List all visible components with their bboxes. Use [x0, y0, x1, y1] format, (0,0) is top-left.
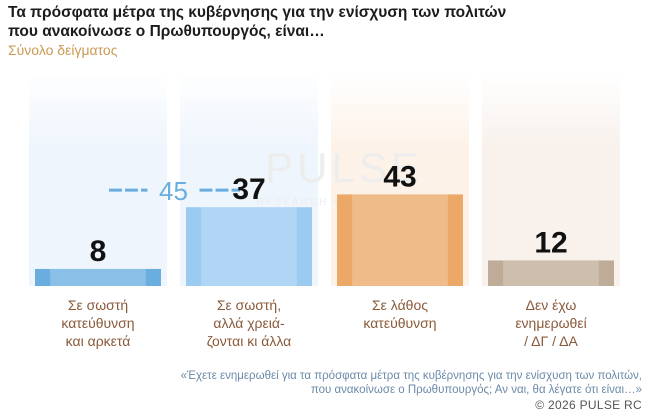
- value-label: 43: [383, 160, 416, 193]
- value-label: 37: [232, 173, 265, 206]
- category-label-line: Δεν έχω: [525, 297, 577, 313]
- bar-2: [186, 207, 312, 286]
- value-label: 12: [534, 226, 567, 259]
- footnote-line-1: «Έχετε ενημερωθεί για τα πρόσφατα μέτρα …: [180, 370, 642, 382]
- bar-4: [488, 260, 614, 286]
- footnote-line-2: που ανακοίνωσε ο Πρωθυπουργός; Αν ναι, θ…: [310, 384, 642, 396]
- category-label: Δεν έχω ενημερωθεί / ΔΓ / ΔΑ: [486, 296, 616, 350]
- bar-highlight: [201, 207, 297, 286]
- bar-highlight: [352, 194, 448, 286]
- chart-title-line-2: που ανακοίνωσε ο Πρωθυπουργός, είναι…: [8, 23, 325, 40]
- category-label: Σε λάθος κατεύθυνση: [335, 296, 465, 332]
- copyright-notice: © 2026 PULSE RC: [535, 398, 642, 412]
- category-label-line: Σε λάθος: [372, 297, 428, 313]
- watermark-brand: PULSE: [265, 144, 423, 191]
- category-label: Σε σωστή, αλλά χρειά-ζονται κι άλλα: [184, 296, 314, 350]
- bar-3: [337, 194, 463, 286]
- column-background-fade: [29, 73, 167, 286]
- column-background-fade: [482, 73, 620, 286]
- category-label-line: αλλά χρειά-: [213, 315, 285, 331]
- bar-highlight: [50, 268, 146, 286]
- category-label-line: κατεύθυνση: [363, 315, 437, 331]
- chart-subtitle: Σύνολο δείγματος: [8, 42, 118, 58]
- value-label: 8: [90, 235, 107, 268]
- category-label-line: ζονται κι άλλα: [206, 333, 292, 349]
- category-label-line: ενημερωθεί: [515, 315, 587, 331]
- category-label-line: και αρκετά: [65, 333, 131, 349]
- category-label: Σε σωστή κατεύθυνση και αρκετά: [33, 296, 163, 350]
- category-label-line: Σε σωστή,: [216, 297, 282, 313]
- bar-highlight: [503, 260, 599, 286]
- group-total-label: 45: [159, 176, 188, 206]
- survey-question-footnote: «Έχετε ενημερωθεί για τα πρόσφατα μέτρα …: [181, 369, 642, 397]
- category-label-line: κατεύθυνση: [61, 315, 135, 331]
- category-label-line: / ΔΓ / ΔΑ: [524, 333, 578, 349]
- chart-title-line-1: Τα πρόσφατα μέτρα της κυβέρνησης για την…: [8, 4, 507, 21]
- bar-1: [35, 268, 161, 286]
- category-label-line: Σε σωστή: [67, 297, 129, 313]
- chart-title: Τα πρόσφατα μέτρα της κυβέρνησης για την…: [8, 3, 608, 41]
